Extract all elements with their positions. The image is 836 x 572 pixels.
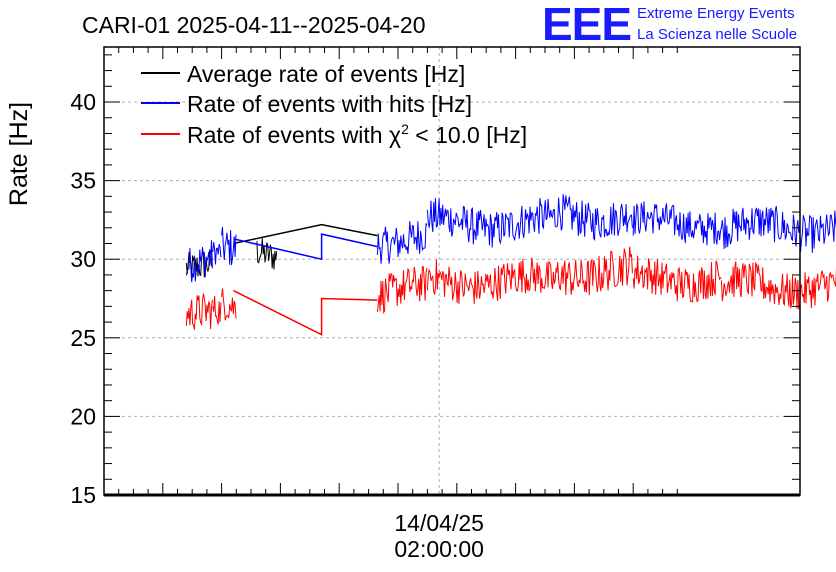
series-trace xyxy=(376,221,428,264)
series-trace xyxy=(221,288,237,321)
series-trace xyxy=(720,261,836,311)
eee-logo-line1: Extreme Energy Events xyxy=(637,5,795,22)
y-tick-label: 20 xyxy=(70,403,96,429)
series-trace xyxy=(632,255,722,303)
grid-layer xyxy=(104,47,800,495)
series-layer xyxy=(185,194,836,336)
frame-layer xyxy=(103,46,801,497)
series-trace xyxy=(256,238,278,270)
series-trace xyxy=(720,205,836,253)
series-trace xyxy=(221,227,237,266)
series-gap-connector xyxy=(233,223,378,245)
legend-label: Average rate of events [Hz] xyxy=(187,61,465,87)
series-trace xyxy=(212,295,222,325)
legend-label-superscript: 2 xyxy=(401,121,409,137)
tick-layer: 15202530354014/04/2502:00:0021/04/2502:0… xyxy=(70,89,484,562)
series-trace xyxy=(556,194,633,242)
series-trace xyxy=(185,240,213,283)
chart-title: CARI-01 2025-04-11--2025-04-20 xyxy=(82,12,426,38)
legend-label: Rate of events with χ2 < 10.0 [Hz] xyxy=(187,121,527,148)
series-trace xyxy=(426,257,557,305)
legend-label-suffix: < 10.0 [Hz] xyxy=(409,122,527,148)
eee-logo-mark: EEE xyxy=(542,0,631,50)
series-gap-connector xyxy=(233,233,378,261)
x-tick-date: 14/04/25 xyxy=(394,510,484,536)
series-trace xyxy=(632,201,722,246)
series-trace xyxy=(376,265,428,315)
y-tick-label: 15 xyxy=(70,482,96,508)
eee-logo-line2: La Scienza nelle Scuole xyxy=(637,26,797,43)
series-trace xyxy=(185,293,213,330)
x-tick-time: 02:00:00 xyxy=(394,536,484,562)
legend-label-text: Rate of events with χ xyxy=(187,122,401,148)
series-trace xyxy=(426,198,557,248)
legend: Average rate of events [Hz] Rate of event… xyxy=(141,61,527,148)
legend-label-text: Rate of events with hits [Hz] xyxy=(187,91,472,117)
legend-label: Rate of events with hits [Hz] xyxy=(187,91,472,117)
y-axis-label: Rate [Hz] xyxy=(5,102,33,206)
y-tick-label: 30 xyxy=(70,246,96,272)
series-trace xyxy=(212,242,222,265)
y-tick-label: 40 xyxy=(70,89,96,115)
y-tick-label: 25 xyxy=(70,325,96,351)
series-gap-connector xyxy=(233,289,378,336)
series-trace xyxy=(556,246,633,296)
legend-label-text: Average rate of events [Hz] xyxy=(187,61,465,87)
y-tick-label: 35 xyxy=(70,168,96,194)
